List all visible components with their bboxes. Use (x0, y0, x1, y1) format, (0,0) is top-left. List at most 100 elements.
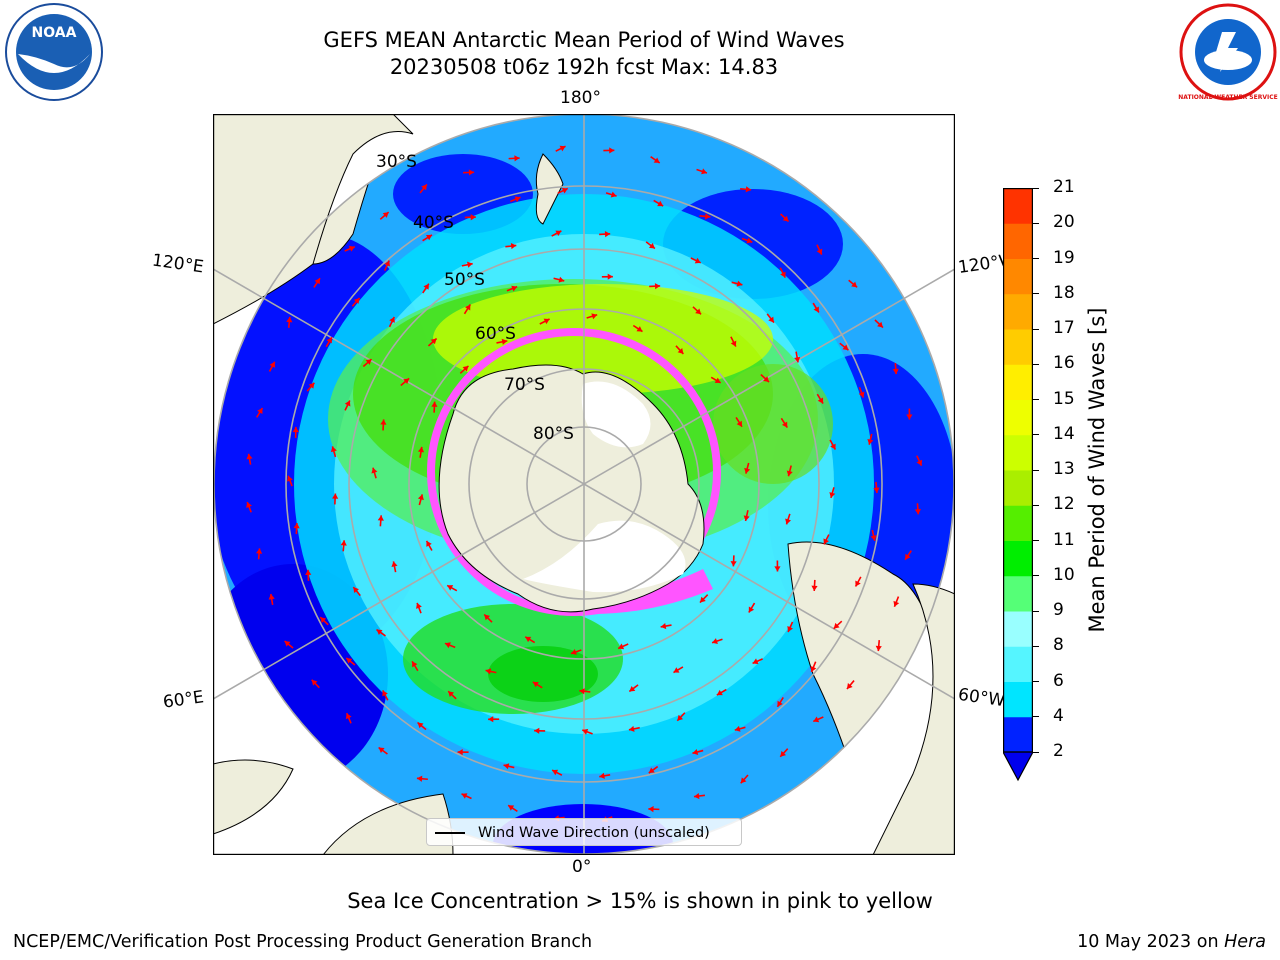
wind-wave-arrowhead (376, 629, 383, 636)
wind-wave-arrowhead (629, 685, 636, 692)
wind-wave-arrowhead (628, 725, 635, 732)
colorbar-segment (1003, 364, 1033, 400)
wind-wave-arrowhead (464, 304, 471, 311)
wind-wave-arrowhead (786, 470, 793, 477)
wind-wave-arrowhead (813, 306, 819, 313)
wind-wave-arrowhead (736, 280, 743, 287)
wind-wave-arrowhead (763, 376, 770, 383)
polar-map (213, 114, 955, 855)
wind-wave-arrowhead (677, 348, 684, 354)
wind-wave-arrowhead (794, 356, 801, 363)
wind-wave-arrowhead (579, 688, 585, 695)
wind-wave-arrowhead (743, 515, 750, 522)
wind-wave-arrowhead (914, 508, 921, 515)
wind-wave-arrowhead (768, 316, 774, 323)
colorbar-tick-mark (1033, 610, 1039, 612)
wind-wave-arrowhead (346, 657, 353, 664)
wind-wave-arrowhead (781, 421, 788, 428)
wind-wave-arrowhead (561, 187, 568, 194)
wind-wave-arrowhead (692, 748, 699, 755)
wind-wave-arrowhead (810, 665, 817, 672)
wind-wave-arrowhead (558, 276, 565, 283)
wind-wave-arrowhead (842, 344, 849, 351)
colorbar-tick-label: 11 (1053, 529, 1075, 550)
wind-wave-arrowhead (905, 553, 911, 560)
lon-label-60e: 60°E (161, 687, 206, 713)
footer-date: 10 May 2023 on Hera (1077, 932, 1266, 952)
wind-wave-arrowhead (416, 602, 422, 609)
wind-wave-arrowhead (470, 214, 476, 221)
lat-label-80s: 80°S (533, 424, 574, 444)
wind-wave-arrowhead (284, 640, 291, 647)
colorbar-tick-label: 20 (1053, 212, 1075, 233)
colorbar-segment (1003, 188, 1033, 224)
wind-wave-arrowhead (591, 313, 598, 320)
wind-wave-arrowhead (514, 196, 521, 203)
wind-wave-arrowhead (534, 727, 540, 734)
wind-wave-arrowhead (744, 467, 751, 474)
wind-wave-arrowhead (740, 777, 747, 784)
wind-wave-arrowhead (501, 338, 508, 345)
wind-wave-arrowhead (417, 494, 424, 501)
colorbar-segment (1003, 470, 1033, 506)
wind-wave-arrowhead (704, 213, 711, 220)
wind-wave-arrowhead (892, 368, 899, 375)
wind-wave-arrowhead (730, 340, 737, 347)
chart-title: GEFS MEAN Antarctic Mean Period of Wind … (323, 28, 845, 52)
colorbar-segment (1003, 505, 1033, 541)
wind-wave-arrowhead (780, 271, 786, 278)
wind-wave-arrowhead (403, 378, 410, 385)
wind-wave-arrowhead (503, 763, 510, 770)
wind-wave-arrowhead (636, 326, 643, 332)
wind-wave-arrowhead (256, 548, 263, 554)
wind-wave-arrowhead (508, 805, 515, 811)
wind-wave-arrowhead (648, 242, 655, 249)
wind-wave-arrowhead (311, 679, 318, 686)
wind-wave-arrowhead (701, 168, 707, 175)
wind-wave-arrowhead (746, 237, 753, 244)
colorbar-tick-mark (1033, 469, 1039, 471)
colorbar-tick-mark (1033, 258, 1039, 260)
wind-wave-arrowhead (391, 561, 398, 567)
wind-wave-arrowhead (648, 806, 654, 813)
colorbar-tick-label: 14 (1053, 423, 1075, 444)
wind-wave-arrowhead (752, 658, 759, 665)
wind-wave-arrowhead (320, 617, 327, 623)
wind-wave-arrowhead (736, 420, 742, 427)
colorbar-tick-mark (1033, 328, 1039, 330)
footer-date-text: 10 May 2023 on (1077, 932, 1219, 952)
colorbar-tick-mark (1033, 645, 1039, 647)
colorbar-segment (1003, 293, 1033, 330)
wind-wave-arrowhead (431, 401, 438, 407)
wind-wave-arrowhead (782, 215, 789, 222)
colorbar-tick-label: 12 (1053, 494, 1075, 515)
wind-wave-arrowhead (308, 382, 315, 389)
wind-wave-arrowhead (851, 281, 858, 288)
wind-wave-arrowhead (457, 749, 463, 756)
colorbar-tick-label: 2 (1053, 741, 1064, 761)
wind-wave-arrowhead (412, 661, 418, 668)
wind-wave-arrowhead (287, 475, 293, 482)
wind-wave-arrowhead (653, 157, 660, 163)
wind-wave-arrowhead (468, 169, 475, 176)
colorbar-tick-mark (1033, 540, 1039, 542)
colorbar-tick-label: 9 (1053, 600, 1064, 620)
wind-wave-arrowhead (378, 747, 385, 754)
colorbar-tick-label: 13 (1053, 459, 1075, 479)
wind-wave-arrowhead (716, 689, 723, 696)
sea-ice-note: Sea Ice Concentration > 15% is shown in … (347, 889, 933, 913)
colorbar-tick-mark (1033, 399, 1039, 401)
legend-line-icon (435, 832, 465, 834)
wind-wave-arrowhead (618, 643, 625, 650)
colorbar-segment (1003, 329, 1033, 365)
wind-wave-arrowhead (425, 234, 432, 241)
wind-wave-arrowhead (314, 278, 320, 285)
colorbar-segment (1003, 258, 1033, 295)
colorbar-label: Mean Period of Wind Waves [s] (1085, 307, 1109, 633)
colorbar-tick-mark (1033, 293, 1039, 295)
wind-wave-arrowhead (893, 600, 900, 607)
wind-wave-arrowhead (344, 400, 351, 407)
wind-wave-arrowhead (448, 691, 455, 698)
footer-credit: NCEP/EMC/Verification Post Processing Pr… (13, 932, 593, 952)
nws-logo: NATIONAL WEATHER SERVICE (1178, 3, 1278, 101)
